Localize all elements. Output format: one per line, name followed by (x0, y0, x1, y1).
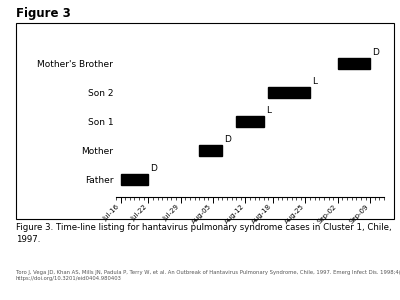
Text: D: D (224, 135, 231, 144)
Text: L: L (266, 106, 271, 115)
Text: D: D (372, 49, 379, 58)
Text: Toro J, Vega JD, Khan AS, Mills JN, Padula P, Terry W, et al. An Outbreak of Han: Toro J, Vega JD, Khan AS, Mills JN, Padu… (16, 270, 400, 281)
Bar (268, 87, 310, 98)
Bar (338, 58, 370, 69)
Text: Figure 3: Figure 3 (16, 8, 71, 20)
Bar (199, 145, 222, 156)
Text: D: D (150, 164, 157, 173)
Bar (236, 116, 264, 127)
Text: Figure 3. Time-line listing for hantavirus pulmonary syndrome cases in Cluster 1: Figure 3. Time-line listing for hantavir… (16, 224, 392, 244)
Text: L: L (312, 77, 317, 86)
Bar (121, 174, 148, 185)
